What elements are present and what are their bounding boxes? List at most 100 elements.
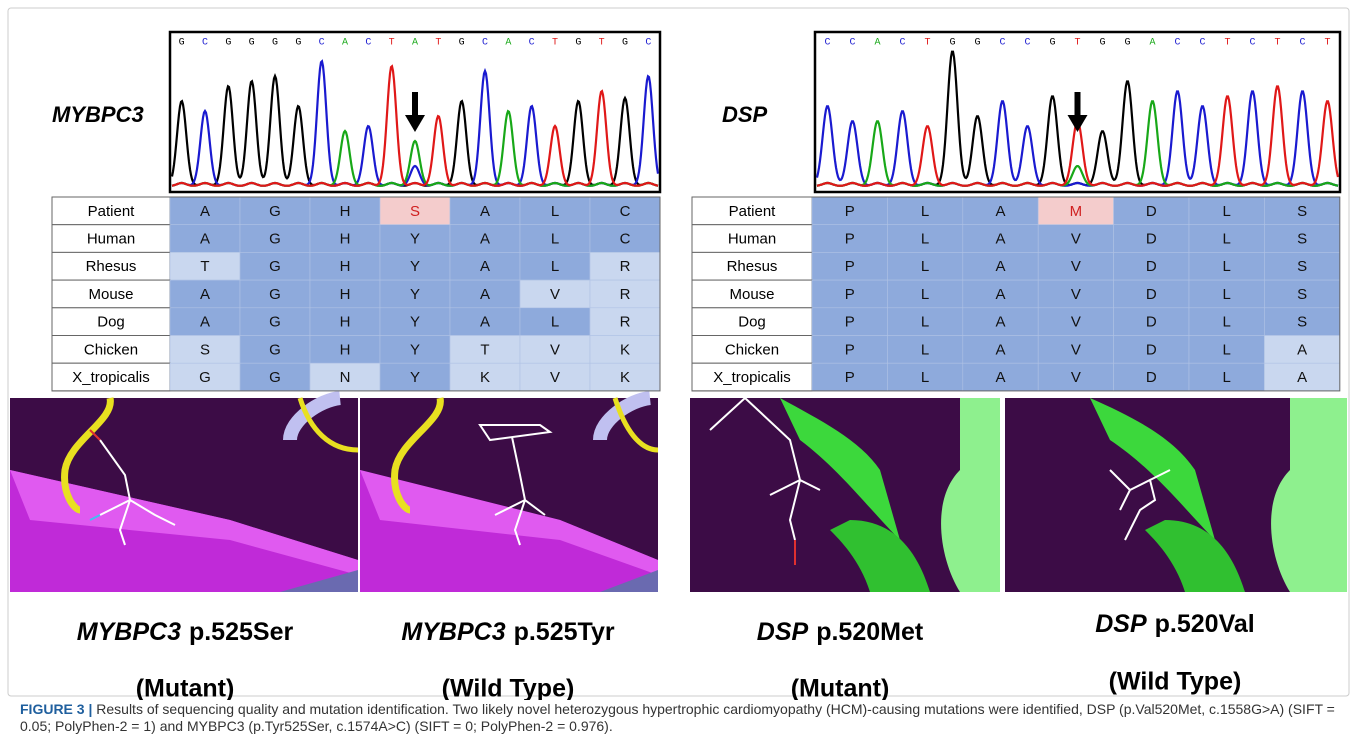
residue: M bbox=[1070, 203, 1083, 220]
residue-cell bbox=[887, 224, 964, 253]
residue: A bbox=[995, 258, 1005, 275]
species-name: Dog bbox=[738, 314, 766, 331]
base-call: G bbox=[575, 38, 581, 49]
residue: A bbox=[995, 369, 1005, 386]
residue: H bbox=[340, 231, 351, 248]
residue-cell bbox=[962, 196, 1039, 226]
side-chain bbox=[89, 514, 101, 521]
residue-cell bbox=[811, 335, 888, 364]
residue-cell bbox=[519, 196, 591, 226]
residue: V bbox=[550, 341, 560, 358]
residue: Y bbox=[410, 286, 420, 303]
residue: Y bbox=[410, 369, 420, 386]
residue-cell bbox=[1188, 196, 1265, 226]
residue-cell bbox=[1188, 362, 1265, 392]
base-call: C bbox=[1024, 38, 1030, 49]
residue-cell bbox=[1264, 307, 1341, 336]
residue-cell bbox=[811, 279, 888, 309]
residue: L bbox=[1223, 258, 1231, 275]
residue: L bbox=[921, 314, 929, 331]
residue-cell bbox=[962, 335, 1039, 364]
residue-cell bbox=[449, 279, 521, 309]
residue: H bbox=[340, 286, 351, 303]
residue: L bbox=[1223, 369, 1231, 386]
residue: H bbox=[340, 203, 351, 220]
side-chain bbox=[478, 424, 553, 546]
variant: p.525Ser bbox=[189, 618, 294, 646]
residue: A bbox=[200, 231, 210, 248]
residue: S bbox=[200, 341, 210, 358]
residue-cell bbox=[449, 252, 521, 281]
ribbon bbox=[1271, 398, 1347, 592]
residue: L bbox=[1223, 231, 1231, 248]
residue: R bbox=[620, 314, 631, 331]
residue: P bbox=[845, 258, 855, 275]
residue: S bbox=[1297, 231, 1307, 248]
residue: V bbox=[1071, 231, 1081, 248]
residue: T bbox=[480, 341, 489, 358]
residue-cell bbox=[811, 307, 888, 336]
residue: L bbox=[921, 258, 929, 275]
species-name: Dog bbox=[97, 314, 125, 331]
residue-cell bbox=[1113, 279, 1190, 309]
species-name: Chicken bbox=[725, 341, 779, 358]
residue-cell bbox=[239, 279, 311, 309]
gene-name: MYBPC3 bbox=[77, 618, 181, 646]
residue: D bbox=[1146, 369, 1157, 386]
ribbon bbox=[360, 470, 658, 575]
residue: G bbox=[269, 231, 281, 248]
residue-cell bbox=[309, 335, 381, 364]
residue: L bbox=[921, 369, 929, 386]
residue: S bbox=[1297, 258, 1307, 275]
residue-cell bbox=[1037, 196, 1114, 226]
ribbon bbox=[941, 398, 1000, 592]
arrow-head bbox=[1067, 115, 1088, 132]
residue: A bbox=[200, 286, 210, 303]
structure-label: DSP p.520Met bbox=[757, 618, 924, 646]
residue: D bbox=[1146, 314, 1157, 331]
residue-cell bbox=[449, 335, 521, 364]
gene-name: MYBPC3 bbox=[401, 618, 505, 646]
residue-cell bbox=[1037, 279, 1114, 309]
residue-cell bbox=[239, 252, 311, 281]
residue: V bbox=[1071, 341, 1081, 358]
base-call: G bbox=[459, 38, 465, 49]
residue: D bbox=[1146, 258, 1157, 275]
residue: A bbox=[480, 314, 490, 331]
residue: L bbox=[921, 231, 929, 248]
residue: A bbox=[995, 203, 1005, 220]
ribbon bbox=[391, 397, 444, 514]
base-call: G bbox=[179, 38, 185, 49]
side-chain bbox=[89, 429, 101, 441]
species-name: Rhesus bbox=[86, 258, 137, 275]
base-call: G bbox=[225, 38, 231, 49]
residue: H bbox=[340, 314, 351, 331]
residue: A bbox=[480, 203, 490, 220]
residue: A bbox=[1297, 369, 1307, 386]
residue-cell bbox=[887, 335, 964, 364]
residue-cell bbox=[962, 279, 1039, 309]
base-call: C bbox=[319, 38, 325, 49]
residue: A bbox=[995, 341, 1005, 358]
arrow-head bbox=[405, 115, 425, 132]
base-call: C bbox=[645, 38, 651, 49]
residue-cell bbox=[309, 362, 381, 392]
residue: V bbox=[1071, 286, 1081, 303]
base-call: G bbox=[272, 38, 278, 49]
residue: L bbox=[1223, 203, 1231, 220]
residue-cell bbox=[589, 252, 661, 281]
residue: Y bbox=[410, 341, 420, 358]
species-cell bbox=[51, 307, 171, 336]
residue-cell bbox=[239, 335, 311, 364]
base-call: A bbox=[874, 38, 880, 49]
residue-cell bbox=[1037, 335, 1114, 364]
base-call: G bbox=[249, 38, 255, 49]
species-name: Mouse bbox=[88, 286, 133, 303]
species-name: Rhesus bbox=[727, 258, 778, 275]
residue-cell bbox=[1188, 224, 1265, 253]
base-call: A bbox=[342, 38, 348, 49]
residue-cell bbox=[239, 307, 311, 336]
gene-label: DSP bbox=[722, 102, 768, 127]
residue: G bbox=[269, 369, 281, 386]
